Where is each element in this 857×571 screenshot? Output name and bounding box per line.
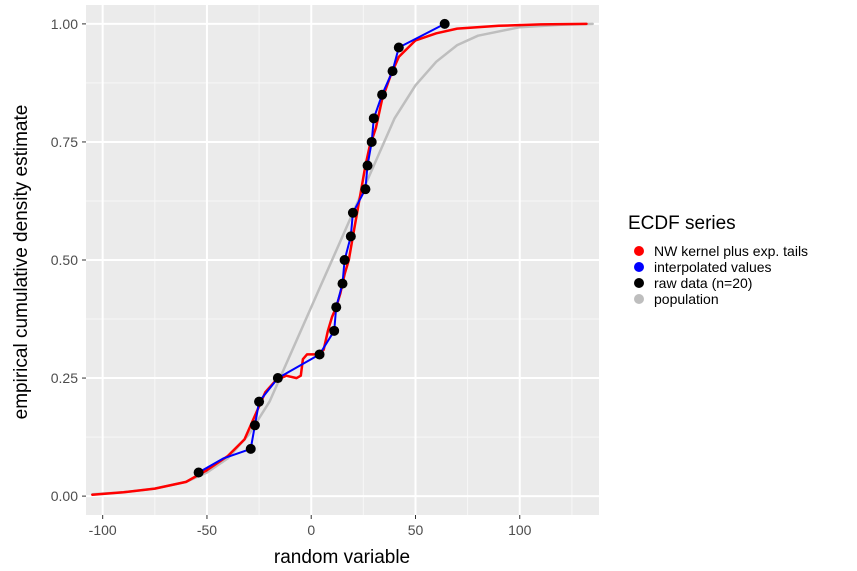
- x-axis-title: random variable: [274, 547, 410, 568]
- legend-dot-icon: [634, 262, 644, 272]
- series-layer: [91, 18, 594, 496]
- x-tick-label: -100: [89, 522, 117, 538]
- legend-label: interpolated values: [654, 259, 772, 275]
- legend-dot-icon: [634, 294, 644, 304]
- legend-label: population: [654, 291, 719, 307]
- x-tick-label: 100: [508, 522, 532, 538]
- x-tick-label: -50: [197, 522, 217, 538]
- legend-key: [628, 243, 650, 259]
- axis-ticks: -100 -50 0 50 100 0.00 0.25 0.50 0.75 1.00: [51, 16, 532, 538]
- legend-label: NW kernel plus exp. tails: [654, 243, 809, 259]
- raw-data-point: [337, 278, 348, 289]
- legend-dot-icon: [634, 278, 644, 288]
- raw-data-point: [245, 443, 256, 454]
- y-tick-label: 0.50: [51, 252, 78, 268]
- y-tick-label: 0.00: [51, 488, 78, 504]
- raw-data-point: [368, 113, 379, 124]
- raw-data-point: [249, 420, 260, 431]
- legend-key: [628, 291, 650, 307]
- raw-data-point: [360, 184, 371, 195]
- raw-data-point: [272, 373, 283, 384]
- raw-data-point: [331, 302, 342, 313]
- raw-data-point: [362, 160, 373, 171]
- legend-dot-icon: [634, 246, 644, 256]
- grid-lines: [86, 5, 599, 515]
- y-tick-label: 0.25: [51, 370, 78, 386]
- legend-items: NW kernel plus exp. tails interpolated va…: [628, 243, 808, 307]
- nw-kernel-plus-exp-tails-line: [91, 22, 588, 496]
- legend-key: [628, 275, 650, 291]
- y-axis-title: empirical cumulative density estimate: [11, 105, 32, 420]
- raw-data-point: [339, 255, 350, 265]
- raw-data-point: [393, 42, 404, 53]
- raw-data-point: [345, 231, 356, 242]
- legend: ECDF series NW kernel plus exp. tails int…: [628, 213, 808, 307]
- legend-title: ECDF series: [628, 213, 736, 234]
- x-tick-label: 50: [408, 522, 424, 538]
- x-tick-label: 0: [307, 522, 315, 538]
- raw-data-point: [193, 467, 204, 478]
- y-tick-label: 0.75: [51, 134, 78, 150]
- legend-item: population: [628, 291, 808, 307]
- legend-label: raw data (n=20): [654, 275, 753, 291]
- raw-data-point: [314, 349, 325, 360]
- legend-item: interpolated values: [628, 259, 808, 275]
- raw-data-point: [377, 89, 388, 100]
- legend-item: NW kernel plus exp. tails: [628, 243, 808, 259]
- legend-item: raw data (n=20): [628, 275, 808, 291]
- y-tick-label: 1.00: [51, 16, 78, 32]
- raw-data-point: [254, 396, 265, 407]
- raw-data-point: [329, 325, 340, 336]
- raw-data-point: [366, 136, 377, 147]
- raw-data-point: [347, 207, 358, 218]
- raw-data-point: [439, 18, 450, 29]
- raw-data-point: [387, 66, 398, 77]
- legend-key: [628, 259, 650, 275]
